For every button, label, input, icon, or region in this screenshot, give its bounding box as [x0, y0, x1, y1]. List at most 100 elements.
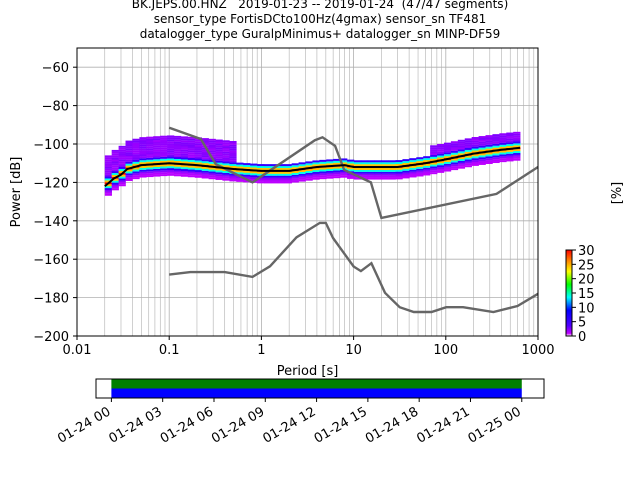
density-cell: [499, 156, 506, 158]
density-cell: [361, 170, 368, 172]
density-cell: [465, 142, 472, 144]
density-cell: [326, 159, 333, 161]
density-cell: [402, 171, 409, 173]
density-cell: [430, 155, 437, 157]
density-cell: [167, 149, 174, 151]
density-cell: [167, 166, 174, 168]
density-cell: [250, 164, 257, 166]
density-cell: [285, 164, 292, 166]
density-cell: [139, 154, 146, 156]
density-cell: [416, 169, 423, 171]
density-cell: [492, 138, 499, 140]
density-cell: [160, 149, 167, 151]
density-cell: [119, 161, 126, 163]
density-cell: [437, 156, 444, 158]
density-cell: [402, 169, 409, 171]
density-cell: [250, 171, 257, 173]
density-cell: [444, 150, 451, 152]
timeline-bar-coverage: [111, 379, 521, 389]
density-cell: [458, 165, 465, 167]
density-cell: [389, 172, 396, 174]
density-cell: [389, 170, 396, 172]
density-cell: [119, 155, 126, 157]
density-cell: [181, 157, 188, 159]
density-cell: [229, 160, 236, 162]
density-cell: [146, 137, 153, 139]
density-cell: [188, 171, 195, 173]
density-cell: [354, 160, 361, 162]
x-tick-label: 0.01: [63, 343, 92, 358]
density-cell: [222, 156, 229, 158]
density-cell: [416, 171, 423, 173]
density-cell: [326, 161, 333, 163]
density-cell: [181, 148, 188, 150]
density-cell: [112, 184, 119, 186]
density-cell: [126, 179, 133, 181]
density-cell: [167, 170, 174, 172]
density-cell: [132, 139, 139, 141]
density-cell: [188, 154, 195, 156]
density-cell: [416, 173, 423, 175]
density-cell: [513, 155, 520, 157]
density-cell: [472, 158, 479, 160]
density-cell: [451, 168, 458, 170]
density-cell: [153, 144, 160, 146]
density-cell: [506, 134, 513, 136]
density-cell: [278, 179, 285, 181]
density-cell: [139, 158, 146, 160]
density-cell: [216, 155, 223, 157]
density-cell: [139, 162, 146, 164]
density-cell: [326, 171, 333, 173]
density-cell: [132, 158, 139, 160]
density-cell: [333, 163, 340, 165]
density-cell: [181, 146, 188, 148]
density-cell: [306, 179, 313, 181]
density-cell: [250, 166, 257, 168]
density-cell: [492, 134, 499, 136]
density-cell: [229, 143, 236, 145]
density-cell: [174, 174, 181, 176]
density-cell: [153, 146, 160, 148]
density-cell: [188, 166, 195, 168]
x-tick-label: 100: [433, 343, 458, 358]
density-cell: [174, 153, 181, 155]
density-cell: [396, 170, 403, 172]
density-cell: [181, 142, 188, 144]
density-cell: [139, 174, 146, 176]
density-cell: [188, 168, 195, 170]
density-cell: [188, 158, 195, 160]
density-cell: [326, 173, 333, 175]
density-cell: [195, 141, 202, 143]
density-cell: [174, 136, 181, 138]
density-cell: [347, 177, 354, 179]
density-cell: [146, 158, 153, 160]
density-cell: [271, 181, 278, 183]
density-cell: [216, 149, 223, 151]
timeline-tick-label: 01-24 00: [55, 404, 113, 446]
density-cell: [229, 177, 236, 179]
density-cell: [499, 160, 506, 162]
density-cell: [195, 157, 202, 159]
density-cell: [492, 159, 499, 161]
density-cell: [216, 141, 223, 143]
density-cell: [181, 175, 188, 177]
density-cell: [202, 171, 209, 173]
density-cell: [243, 165, 250, 167]
density-cell: [513, 151, 520, 153]
density-cell: [499, 143, 506, 145]
density-cell: [105, 175, 112, 177]
density-cell: [499, 135, 506, 137]
density-cell: [430, 147, 437, 149]
density-cell: [499, 158, 506, 160]
density-cell: [368, 160, 375, 162]
density-cell: [402, 174, 409, 176]
density-cell: [160, 161, 167, 163]
density-cell: [195, 168, 202, 170]
density-cell: [126, 173, 133, 175]
density-cell: [139, 139, 146, 141]
density-cell: [375, 172, 382, 174]
density-cell: [229, 145, 236, 147]
density-cell: [146, 156, 153, 158]
density-cell: [160, 141, 167, 143]
y-tick-label: −80: [42, 100, 69, 115]
